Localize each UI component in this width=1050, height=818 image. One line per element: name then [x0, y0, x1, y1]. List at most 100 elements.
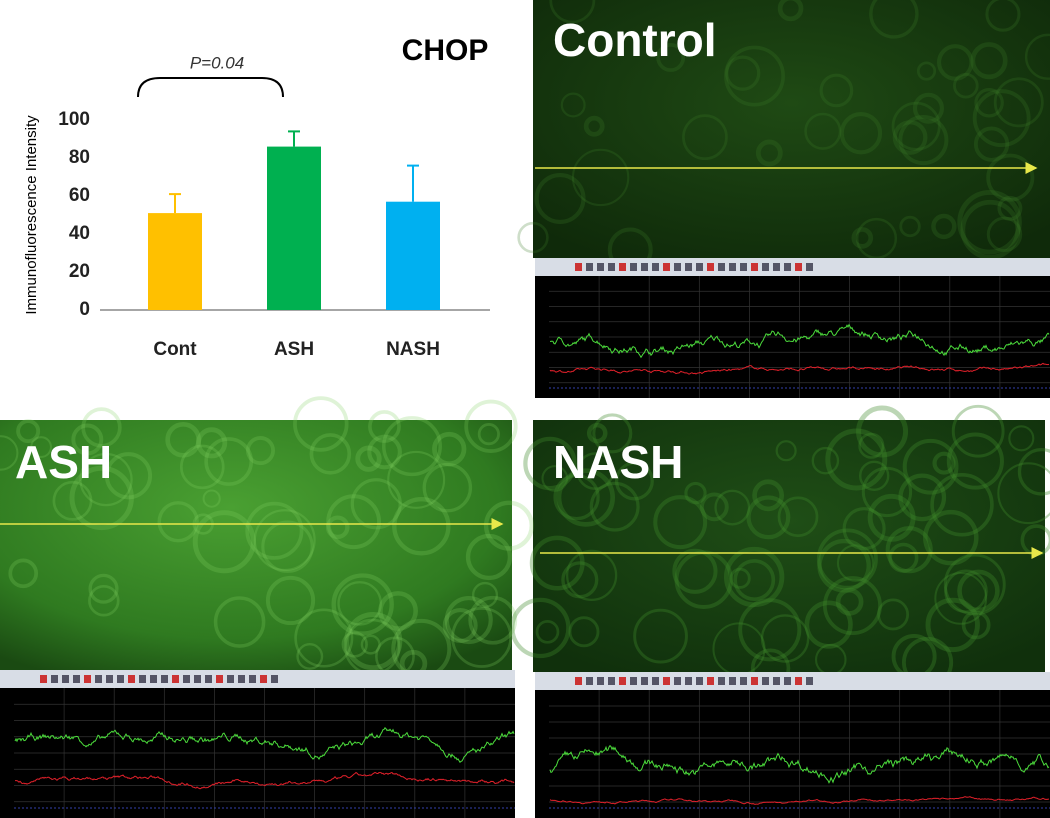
- cell: [296, 643, 324, 670]
- toolbar: [535, 258, 1050, 276]
- toolbar-icon: [575, 677, 582, 685]
- cell: [923, 509, 979, 566]
- cell: [816, 528, 878, 590]
- cell: [541, 465, 569, 492]
- cell: [464, 399, 518, 453]
- cell: [523, 436, 577, 491]
- profile-trace-red: [549, 362, 1050, 375]
- cell: [973, 126, 1010, 162]
- cell: [204, 437, 254, 486]
- toolbar-icon: [707, 263, 714, 271]
- cell: [902, 438, 959, 495]
- cell: [392, 496, 451, 556]
- toolbar-icon: [586, 677, 593, 685]
- cell: [510, 597, 571, 659]
- toolbar-icon: [652, 677, 659, 685]
- toolbar-icon: [729, 677, 736, 685]
- cell: [856, 405, 909, 458]
- cell: [819, 73, 854, 108]
- cell: [867, 493, 916, 542]
- toolbar-icon: [238, 675, 245, 683]
- cell: [535, 620, 560, 644]
- cell: [931, 213, 957, 240]
- cell: [723, 546, 785, 608]
- cell: [560, 92, 586, 118]
- cell: [888, 542, 919, 573]
- ash-image: [0, 420, 512, 670]
- cell: [932, 451, 956, 475]
- cell: [325, 515, 350, 540]
- profile-trace-red: [14, 771, 515, 790]
- cell: [309, 433, 352, 475]
- toolbar-icon: [696, 263, 703, 271]
- cell: [157, 501, 199, 543]
- cell: [724, 45, 785, 107]
- cell: [614, 461, 654, 501]
- cell: [213, 596, 266, 648]
- cell: [891, 101, 941, 151]
- toolbar-icon: [762, 677, 769, 685]
- cell: [368, 410, 401, 443]
- toolbar-icon: [117, 675, 124, 683]
- cell: [382, 416, 442, 477]
- cell: [422, 462, 473, 513]
- cell: [725, 55, 761, 91]
- cell: [88, 573, 119, 604]
- cell: [898, 115, 949, 166]
- cell: [699, 492, 729, 522]
- cell: [656, 43, 686, 72]
- toolbar-icon: [663, 677, 670, 685]
- profile-trace-green: [549, 323, 1050, 359]
- panel-label: ASH: [15, 436, 112, 488]
- toolbar-icon: [216, 675, 223, 683]
- cell: [589, 481, 640, 532]
- cell: [549, 0, 596, 24]
- cell: [265, 575, 316, 626]
- cell: [30, 436, 52, 458]
- toolbar-icon: [227, 675, 234, 683]
- cell: [465, 533, 513, 581]
- cell: [957, 189, 1022, 255]
- toolbar-icon: [249, 675, 256, 683]
- cell: [755, 139, 783, 167]
- toolbar-icon: [172, 675, 179, 683]
- cell: [472, 581, 499, 608]
- cell: [1017, 448, 1050, 496]
- cell: [245, 501, 304, 560]
- cell: [817, 538, 871, 593]
- cell: [586, 422, 608, 444]
- cell: [534, 173, 586, 224]
- cell: [350, 478, 402, 530]
- cell: [930, 473, 994, 537]
- toolbar-icon: [205, 675, 212, 683]
- cell: [576, 452, 615, 491]
- panel-label: NASH: [553, 436, 683, 488]
- toolbar: [0, 670, 515, 688]
- cell: [592, 413, 633, 454]
- toolbar-icon: [608, 263, 615, 271]
- cell: [752, 479, 785, 512]
- cell: [367, 434, 402, 470]
- cell: [970, 42, 1008, 80]
- toolbar-icon: [795, 263, 802, 271]
- cell: [934, 571, 988, 625]
- cell: [344, 612, 403, 671]
- toolbar-icon: [597, 263, 604, 271]
- cell: [326, 494, 382, 550]
- cell: [997, 462, 1050, 525]
- toolbar-icon: [641, 263, 648, 271]
- cell: [179, 444, 225, 490]
- toolbar-icon: [729, 263, 736, 271]
- nash-image: [533, 420, 1045, 672]
- toolbar-icon: [652, 263, 659, 271]
- cell: [861, 466, 913, 518]
- toolbar-icon: [806, 677, 813, 685]
- cell: [839, 112, 883, 155]
- p-value: P=0.04: [190, 53, 244, 72]
- cell: [951, 404, 1005, 458]
- cell: [825, 428, 888, 491]
- cell: [79, 452, 133, 507]
- cell: [892, 120, 928, 155]
- cell: [571, 148, 630, 207]
- toolbar-icon: [641, 677, 648, 685]
